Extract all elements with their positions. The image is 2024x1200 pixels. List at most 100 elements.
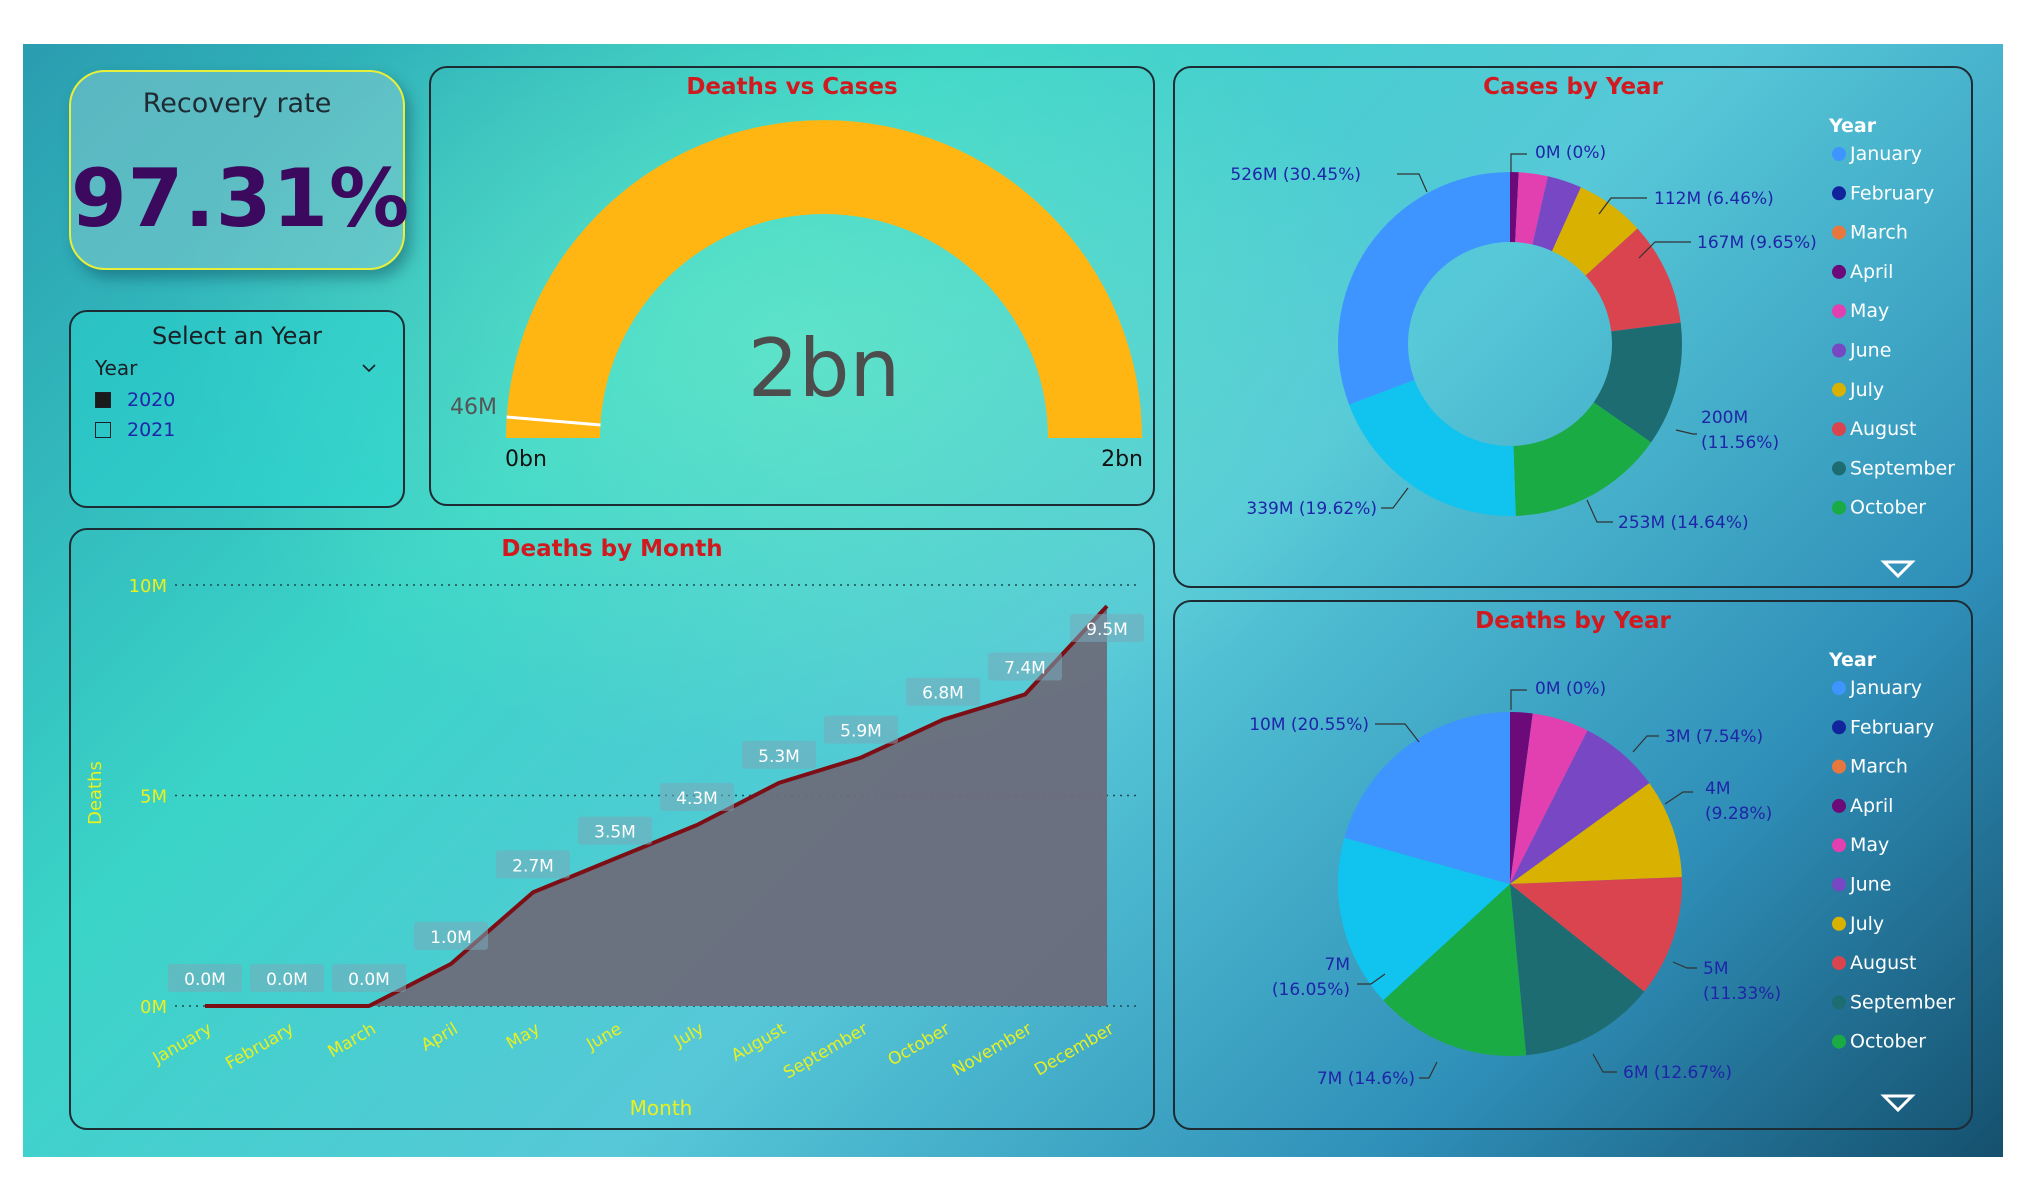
pie-slice (1532, 176, 1581, 252)
gauge-title: Deaths vs Cases (686, 74, 898, 100)
x-tick-label: August (728, 1019, 790, 1066)
chevron-down-icon[interactable] (361, 360, 377, 376)
leader-line (1664, 791, 1693, 805)
legend-marker (1832, 838, 1846, 853)
data-label: 0M (0%) (1535, 143, 1606, 163)
data-label-bg (906, 677, 980, 706)
cases-by-year-card: Cases by Year Year January February March Ap… (1173, 66, 1973, 588)
checkbox-unchecked-icon[interactable] (95, 422, 111, 438)
pie-slice (1510, 783, 1682, 884)
data-label: 0M (0%) (1535, 679, 1606, 699)
dashboard-canvas: Recovery rate 97.31% Select an Year Year… (23, 44, 2003, 1157)
x-tick-label: October (885, 1019, 954, 1070)
data-label: 5M (1703, 959, 1728, 979)
deaths-by-month-chart: Deaths Month 0M 5M 10M 0.0M January 0.0M Febru… (85, 576, 1144, 1120)
x-tick-label: March (325, 1019, 380, 1062)
legend-title: Year (1828, 649, 1877, 671)
pie-slice (1510, 712, 1533, 884)
pie-slice (1552, 187, 1638, 276)
deaths-chart-title: Deaths by Year (1475, 608, 1671, 634)
data-label: 9.5M (1086, 620, 1128, 640)
pie-slice (1515, 172, 1548, 245)
legend-title: Year (1828, 115, 1877, 137)
data-label: 5.9M (840, 722, 882, 742)
slicer-option-2020[interactable]: 2020 (95, 388, 175, 412)
data-label: 0.0M (184, 970, 226, 990)
data-label-bg (414, 921, 488, 950)
data-label: (16.05%) (1272, 980, 1350, 1000)
pie-slice (1513, 402, 1652, 516)
legend-item: March (1850, 222, 1908, 244)
data-label: 4.3M (676, 789, 718, 809)
legend-item: January (1849, 677, 1922, 699)
leader-line (1381, 487, 1409, 509)
legend-item: September (1850, 991, 1955, 1013)
deaths-vs-cases-card: Deaths vs Cases 46M 2bn 0bn 2bn (429, 66, 1155, 506)
x-tick-label: February (222, 1019, 297, 1074)
legend-marker (1832, 422, 1846, 437)
x-tick-label: April (418, 1019, 462, 1056)
data-label-bg (578, 816, 652, 845)
cases-by-year-chart: Year January February March April May June July… (1230, 115, 1955, 579)
legend-marker (1832, 264, 1846, 279)
leader-line (1586, 499, 1613, 523)
series-line (205, 604, 1109, 1008)
legend-item: June (1849, 874, 1891, 896)
legend-marker (1832, 995, 1846, 1010)
x-axis-title: Month (630, 1096, 693, 1120)
x-tick-label: November (949, 1019, 1036, 1081)
legend-item: February (1850, 182, 1934, 204)
slicer-header: Year (95, 356, 138, 380)
x-tick-label: January (149, 1019, 216, 1069)
pie-slice (1383, 884, 1527, 1056)
legend-marker (1832, 382, 1846, 397)
y-tick-label: 10M (129, 576, 167, 597)
leader-line (1510, 153, 1527, 172)
data-label: 0.0M (266, 970, 308, 990)
deaths-by-year-card: Deaths by Year Year January February March A… (1173, 600, 1973, 1130)
data-label-bg (1070, 614, 1144, 643)
legend-item: October (1850, 1031, 1926, 1053)
data-label-bg (824, 715, 898, 744)
leader-line (1419, 1061, 1438, 1079)
legend-marker (1832, 681, 1846, 695)
pie-slice (1344, 712, 1510, 884)
leader-line (1592, 1053, 1617, 1073)
recovery-rate-value: 97.31% (71, 152, 411, 245)
leader-line (1397, 173, 1428, 193)
checkbox-checked-icon[interactable] (95, 392, 111, 408)
pie-slice (1593, 322, 1682, 443)
legend-marker (1832, 759, 1846, 774)
data-label: 6M (12.67%) (1623, 1063, 1732, 1083)
data-label-bg (988, 652, 1062, 681)
data-label: (9.28%) (1705, 804, 1772, 824)
gauge-arc (506, 120, 1142, 439)
gauge-target-marker (506, 415, 601, 427)
x-tick-label: September (780, 1019, 871, 1083)
pie-slice (1338, 837, 1510, 1001)
year-slicer[interactable]: Select an Year Year 2020 2021 (69, 310, 405, 508)
slicer-title: Select an Year (151, 322, 323, 350)
data-label: 2.7M (512, 856, 554, 876)
legend-marker (1832, 877, 1846, 892)
legend-item: September (1850, 457, 1955, 479)
legend-marker (1832, 916, 1846, 931)
leader-line (1672, 961, 1697, 969)
legend-item: March (1850, 756, 1908, 778)
y-tick-label: 0M (140, 997, 167, 1018)
slicer-option-label: 2021 (127, 419, 176, 441)
slicer-option-2021[interactable]: 2021 (95, 418, 175, 442)
data-label: 0.0M (348, 970, 390, 990)
pie-slice (1510, 730, 1650, 884)
x-tick-label: June (583, 1019, 626, 1055)
pie-slice (1510, 172, 1519, 243)
legend-marker (1832, 1034, 1846, 1049)
data-label: 3M (7.54%) (1665, 727, 1763, 747)
data-label: 253M (14.64%) (1618, 513, 1749, 533)
x-tick-label: December (1031, 1019, 1117, 1080)
recovery-rate-card: Recovery rate 97.31% (69, 70, 411, 270)
legend-item: May (1850, 300, 1889, 322)
gauge-value-label: 2bn (748, 322, 900, 415)
legend-marker (1832, 461, 1846, 476)
legend-marker (1832, 225, 1846, 240)
